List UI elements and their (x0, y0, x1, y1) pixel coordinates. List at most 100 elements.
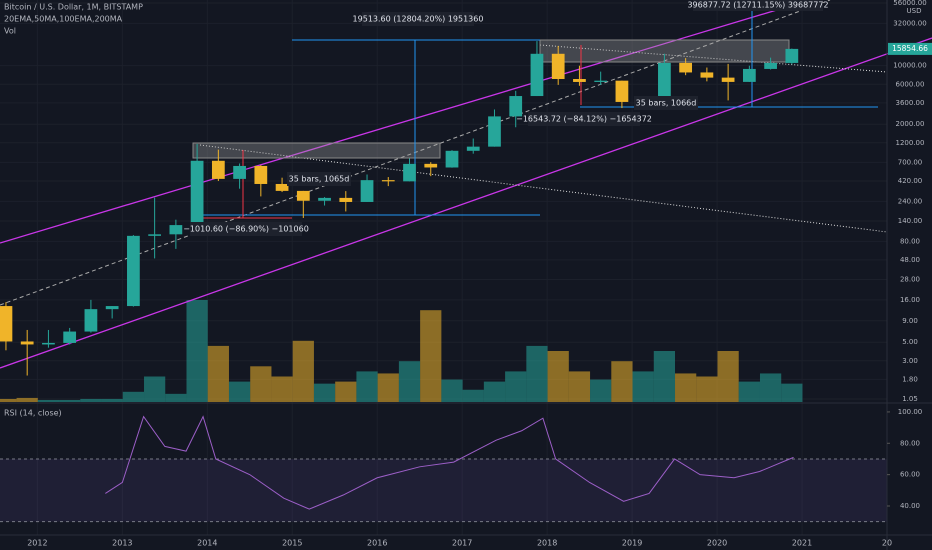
volume-bar (165, 393, 187, 402)
volume-bar (420, 310, 442, 402)
y-tick-label: 10000.00 (893, 62, 926, 70)
y-tick-label: 240.00 (898, 197, 923, 205)
volume-bar (186, 300, 208, 402)
y-tick-label: 9.00 (902, 317, 918, 325)
x-tick-label: 2015 (282, 539, 302, 548)
price-tag-label: 15854.66 (892, 44, 928, 53)
volume-bar (738, 381, 760, 402)
volume-bar (292, 340, 314, 402)
candle-body (127, 235, 140, 307)
volume-bar (101, 398, 123, 402)
indicators: 20EMA,50MA,100EMA,200MA (4, 15, 123, 24)
candle-body (466, 146, 480, 151)
volume-bar (653, 351, 676, 402)
volume-bar (611, 361, 633, 402)
volume-bar (526, 345, 548, 402)
candle-body (785, 48, 799, 63)
candle-body (84, 309, 98, 332)
x-tick-label: 2016 (367, 539, 387, 548)
candle-body (0, 306, 13, 342)
x-tick-label: 2012 (27, 539, 47, 548)
volume-bar (228, 381, 251, 402)
volume-bar (568, 371, 591, 402)
candle-body (254, 165, 268, 184)
candle-body (63, 331, 77, 343)
label-box (528, 112, 640, 126)
candle-body (445, 150, 459, 168)
candle-body (764, 62, 777, 69)
channel-lower (0, 37, 932, 369)
y-tick-label: 1.80 (902, 375, 918, 383)
x-tick-label: 2018 (537, 539, 557, 548)
candle-body (658, 62, 671, 99)
volume-bar (122, 391, 145, 402)
volume-bar (377, 373, 399, 402)
volume-bar (590, 379, 612, 402)
volume-bar (632, 371, 654, 402)
volume-bar (80, 398, 102, 402)
candle-body (190, 160, 204, 226)
volume-bar (313, 383, 336, 402)
y-tick-label: 5.00 (902, 338, 918, 346)
x-tick-label: 2021 (792, 539, 812, 548)
volume-bar (675, 373, 697, 402)
volume-bar (356, 371, 378, 402)
candle-body (105, 306, 119, 310)
y-tick-label: 1200.00 (896, 139, 925, 147)
y-tick-label: 80.00 (900, 237, 920, 245)
x-tick-label: 2019 (622, 539, 642, 548)
candle-body (594, 80, 608, 82)
y-tick-label: 2000.00 (896, 120, 925, 128)
y-tick-label: 80.00 (900, 439, 920, 447)
drawings (0, 0, 932, 369)
volume-bar (483, 381, 506, 402)
y-tick-label: 6000.00 (896, 80, 925, 88)
range-box (192, 142, 441, 159)
volume-bar (781, 383, 803, 402)
x-tick-label: 2020 (707, 539, 727, 548)
x-tick-label: 2013 (112, 539, 132, 548)
currency: USD (907, 7, 922, 15)
candle-body (403, 163, 416, 182)
annotation: −1010.60 (−86.90%) −101060 (183, 225, 309, 234)
volume-bar (717, 351, 739, 402)
candle-body (573, 79, 586, 82)
label-box (287, 172, 351, 186)
x-tick-label: 20 (882, 539, 892, 548)
y-tick-label: 1.05 (902, 395, 918, 403)
volume-bar (144, 376, 166, 402)
y-tick-label: 32000.00 (893, 19, 926, 27)
volume-title: Vol (4, 27, 16, 36)
candle-body (700, 72, 714, 78)
y-tick-label: 3.00 (902, 357, 918, 365)
volume-bar (271, 376, 293, 402)
label-box (190, 222, 302, 236)
y-tick-label: 3600.00 (896, 99, 925, 107)
volume-bar (250, 366, 272, 402)
annotation: 35 bars, 1065d (289, 175, 350, 184)
annotation: 35 bars, 1066d (636, 99, 697, 108)
candle-body (615, 80, 629, 102)
volume-bar (0, 398, 17, 402)
candle-body (275, 183, 289, 191)
candle-body (509, 96, 523, 117)
candle-body (679, 62, 693, 73)
volume-bar (398, 361, 421, 402)
candle-body (211, 160, 225, 179)
label-box (634, 96, 698, 110)
rsi-line (105, 415, 794, 510)
volume-bar (547, 351, 569, 402)
volume-bar (16, 397, 38, 402)
candle-body (488, 116, 501, 147)
candle-body (424, 163, 438, 168)
label-box (693, 0, 823, 11)
chart-title: Bitcoin / U.S. Dollar, 1M, BITSTAMP (4, 3, 143, 12)
y-tick-label: 60.00 (900, 471, 920, 479)
candle-body (42, 342, 55, 345)
volume-bar (759, 373, 782, 402)
label-box (362, 12, 474, 26)
candle-body (20, 341, 34, 345)
volume-bar (207, 345, 229, 402)
